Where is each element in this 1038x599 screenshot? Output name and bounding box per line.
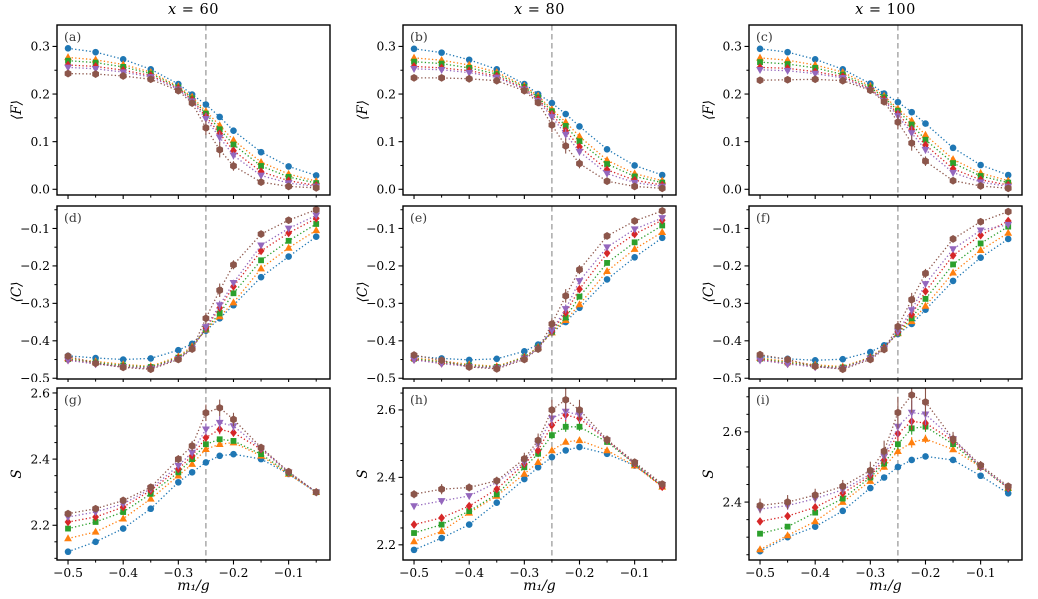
svg-text:−0.3: −0.3 — [855, 566, 885, 580]
svg-text:−0.1: −0.1 — [966, 566, 996, 580]
svg-text:2.2: 2.2 — [30, 519, 50, 533]
svg-text:−0.5: −0.5 — [399, 566, 429, 580]
svg-text:0.1: 0.1 — [722, 135, 742, 149]
svg-text:2.4: 2.4 — [722, 495, 742, 509]
panel-h-chart: −0.5 −0.4 −0.3 −0.2 −0.1 2.2 2.4 2.6 — [376, 387, 677, 580]
y-axis-label: ⟨C⟩ — [355, 281, 371, 303]
svg-text:2.2: 2.2 — [376, 538, 396, 552]
y-axis-label: ⟨C⟩ — [9, 281, 25, 303]
panel-b-chart: 0.0 0.1 0.2 0.3 — [376, 24, 677, 199]
panel-d-chart: −0.5 −0.4 −0.3 −0.2 −0.1 — [20, 205, 331, 382]
svg-text:−0.3: −0.3 — [712, 297, 742, 311]
y-axis-label: ⟨F⟩ — [9, 100, 25, 120]
svg-text:−0.3: −0.3 — [163, 566, 193, 580]
svg-text:−0.5: −0.5 — [745, 566, 775, 580]
svg-text:2.4: 2.4 — [30, 452, 50, 466]
svg-text:−0.2: −0.2 — [911, 566, 941, 580]
y-axis-label: ⟨F⟩ — [701, 100, 717, 120]
x-axis-label: m₁/g — [177, 578, 210, 594]
column-title-x80: x = 80 — [513, 2, 565, 18]
panel-letter: (f) — [756, 210, 771, 225]
svg-text:2.4: 2.4 — [376, 471, 396, 485]
svg-text:0.2: 0.2 — [722, 87, 742, 101]
panel-letter: (c) — [756, 29, 773, 44]
svg-text:0.1: 0.1 — [376, 135, 396, 149]
panel-c-chart: 0.0 0.1 0.2 0.3 — [722, 24, 1023, 199]
svg-text:−0.2: −0.2 — [712, 259, 742, 273]
panel-e: −0.5 −0.4 −0.3 −0.2 −0.1 (e) ⟨C⟩ — [346, 199, 692, 382]
svg-text:−0.1: −0.1 — [274, 566, 304, 580]
svg-text:−0.2: −0.2 — [565, 566, 595, 580]
svg-text:−0.1: −0.1 — [712, 222, 742, 236]
svg-text:−0.3: −0.3 — [366, 297, 396, 311]
y-axis-label: ⟨C⟩ — [701, 281, 717, 303]
svg-text:−0.5: −0.5 — [366, 372, 396, 382]
svg-text:−0.4: −0.4 — [20, 334, 50, 348]
svg-text:0.2: 0.2 — [30, 87, 50, 101]
svg-text:0.3: 0.3 — [376, 40, 396, 54]
panel-letter: (d) — [64, 210, 82, 225]
svg-text:−0.5: −0.5 — [712, 372, 742, 382]
panel-a: 0.0 0.1 0.2 0.3 x = 60 (a) ⟨F⟩ — [0, 0, 346, 199]
svg-text:−0.2: −0.2 — [366, 259, 396, 273]
svg-text:2.6: 2.6 — [722, 425, 742, 439]
svg-text:0.3: 0.3 — [722, 40, 742, 54]
svg-text:−0.3: −0.3 — [509, 566, 539, 580]
svg-text:−0.5: −0.5 — [53, 566, 83, 580]
svg-text:−0.3: −0.3 — [20, 297, 50, 311]
panel-f-chart: −0.5 −0.4 −0.3 −0.2 −0.1 — [712, 205, 1023, 382]
svg-text:−0.4: −0.4 — [800, 566, 830, 580]
svg-text:2.6: 2.6 — [30, 386, 50, 400]
panel-letter: (b) — [410, 29, 428, 44]
svg-text:−0.1: −0.1 — [20, 222, 50, 236]
panel-e-chart: −0.5 −0.4 −0.3 −0.2 −0.1 — [366, 205, 677, 382]
panel-g-chart: −0.5 −0.4 −0.3 −0.2 −0.1 2.2 2.4 2.6 — [30, 386, 331, 580]
svg-text:0.0: 0.0 — [722, 183, 742, 197]
svg-text:2.6: 2.6 — [376, 403, 396, 417]
svg-text:0.1: 0.1 — [30, 135, 50, 149]
svg-text:−0.5: −0.5 — [20, 372, 50, 382]
panel-letter: (e) — [410, 210, 428, 225]
svg-text:−0.1: −0.1 — [366, 222, 396, 236]
svg-text:0.3: 0.3 — [30, 40, 50, 54]
panel-g: −0.5 −0.4 −0.3 −0.2 −0.1 2.2 2.4 2.6 (g) S m₁/g — [0, 382, 346, 599]
svg-text:−0.4: −0.4 — [454, 566, 484, 580]
svg-text:0.0: 0.0 — [376, 183, 396, 197]
panel-letter: (i) — [756, 392, 770, 407]
y-axis-label: ⟨F⟩ — [355, 100, 371, 120]
panel-a-chart: 0.0 0.1 0.2 0.3 — [30, 24, 331, 199]
panel-i-chart: −0.5 −0.4 −0.3 −0.2 −0.1 2.4 2.6 — [722, 387, 1023, 580]
x-axis-label: m₁/g — [869, 578, 902, 594]
y-axis-label: S — [701, 469, 717, 479]
panel-i: −0.5 −0.4 −0.3 −0.2 −0.1 2.4 2.6 (i) S m₁/g — [692, 382, 1038, 599]
y-axis-label: S — [9, 469, 25, 479]
svg-text:−0.4: −0.4 — [108, 566, 138, 580]
panel-d: −0.5 −0.4 −0.3 −0.2 −0.1 (d) ⟨C⟩ — [0, 199, 346, 382]
svg-text:−0.2: −0.2 — [219, 566, 249, 580]
panel-letter: (h) — [410, 392, 428, 407]
svg-text:−0.4: −0.4 — [712, 334, 742, 348]
svg-text:0.2: 0.2 — [376, 87, 396, 101]
column-title-x60: x = 60 — [167, 2, 219, 18]
svg-text:−0.1: −0.1 — [620, 566, 650, 580]
svg-text:0.0: 0.0 — [30, 183, 50, 197]
svg-text:−0.4: −0.4 — [366, 334, 396, 348]
column-title-x100: x = 100 — [855, 2, 916, 18]
x-axis-label: m₁/g — [523, 578, 556, 594]
y-axis-label: S — [355, 469, 371, 479]
panel-b: 0.0 0.1 0.2 0.3 x = 80 (b) ⟨F⟩ — [346, 0, 692, 199]
panel-h: −0.5 −0.4 −0.3 −0.2 −0.1 2.2 2.4 2.6 (h) S m₁/g — [346, 382, 692, 599]
panel-letter: (a) — [64, 29, 82, 44]
svg-text:−0.2: −0.2 — [20, 259, 50, 273]
panel-c: 0.0 0.1 0.2 0.3 x = 100 (c) ⟨F⟩ — [692, 0, 1038, 199]
panel-letter: (g) — [64, 392, 82, 407]
panel-f: −0.5 −0.4 −0.3 −0.2 −0.1 (f) ⟨C⟩ — [692, 199, 1038, 382]
